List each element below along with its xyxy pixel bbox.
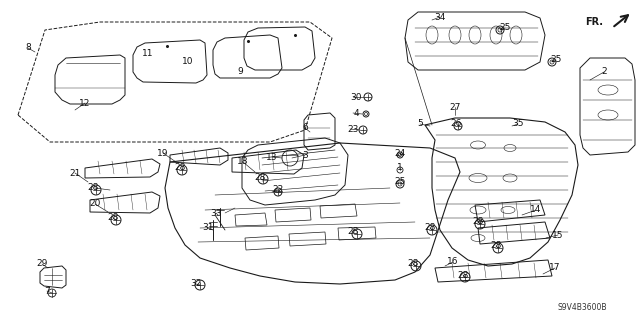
Text: 8: 8 — [25, 43, 31, 53]
Text: 28: 28 — [490, 241, 502, 250]
Text: 23: 23 — [348, 124, 358, 133]
Text: 28: 28 — [348, 227, 358, 236]
Text: 28: 28 — [174, 164, 186, 173]
Text: FR.: FR. — [585, 17, 603, 27]
Text: 21: 21 — [69, 168, 81, 177]
Text: 29: 29 — [36, 259, 48, 269]
Text: 6: 6 — [302, 123, 308, 132]
Text: 13: 13 — [266, 152, 278, 161]
Text: 28: 28 — [108, 213, 118, 222]
Text: 5: 5 — [417, 120, 423, 129]
Text: 28: 28 — [87, 183, 99, 192]
Text: 7: 7 — [44, 286, 50, 295]
Text: 34: 34 — [435, 12, 445, 21]
Text: 28: 28 — [472, 218, 484, 226]
Text: 25: 25 — [550, 56, 562, 64]
Text: 11: 11 — [142, 48, 154, 57]
Text: 9: 9 — [237, 68, 243, 77]
Text: 15: 15 — [552, 231, 564, 240]
Text: S9V4B3600B: S9V4B3600B — [557, 303, 607, 312]
Text: 20: 20 — [90, 199, 100, 209]
Text: 22: 22 — [273, 186, 284, 195]
Text: 26: 26 — [451, 120, 461, 129]
Text: 35: 35 — [512, 120, 524, 129]
Text: 19: 19 — [157, 149, 169, 158]
Text: 16: 16 — [447, 257, 459, 266]
Text: 25: 25 — [394, 177, 406, 187]
Text: 18: 18 — [237, 158, 249, 167]
Text: 30: 30 — [350, 93, 362, 101]
Text: 27: 27 — [449, 102, 461, 112]
Text: 28: 28 — [407, 259, 419, 269]
Text: 1: 1 — [397, 164, 403, 173]
Text: 28: 28 — [424, 224, 436, 233]
Text: 10: 10 — [182, 57, 194, 66]
Text: 14: 14 — [531, 205, 541, 214]
Text: 31: 31 — [202, 224, 214, 233]
Text: 24: 24 — [394, 149, 406, 158]
Text: 12: 12 — [79, 99, 91, 108]
Text: 25: 25 — [499, 24, 511, 33]
Text: 3: 3 — [302, 151, 308, 160]
Text: 32: 32 — [190, 279, 202, 288]
Text: 17: 17 — [549, 263, 561, 272]
Text: 4: 4 — [353, 108, 359, 117]
Text: 28: 28 — [458, 271, 468, 279]
Text: 2: 2 — [601, 68, 607, 77]
Text: 33: 33 — [211, 209, 221, 218]
Text: 28: 28 — [254, 173, 266, 182]
